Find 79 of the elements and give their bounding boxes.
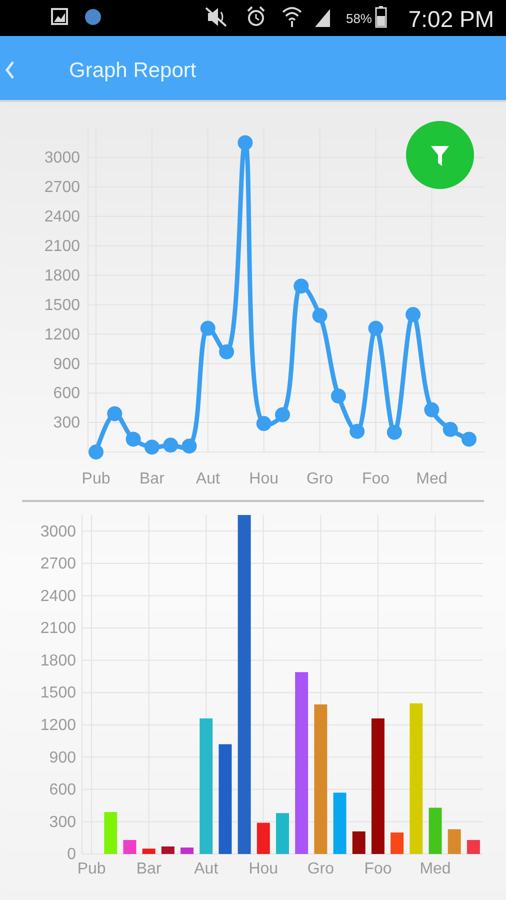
bar (256, 822, 270, 854)
y-tick-label: 2100 (44, 238, 80, 255)
bar (352, 831, 366, 854)
x-tick-label: Foo (364, 860, 392, 878)
bar (123, 840, 136, 854)
bar (371, 718, 384, 854)
y-tick-label: 1200 (44, 326, 80, 344)
y-tick-label: 900 (53, 356, 80, 373)
x-tick-label: Aut (196, 470, 220, 488)
bar (218, 744, 232, 854)
y-tick-label: 1200 (40, 716, 76, 734)
point (144, 440, 160, 455)
bar (200, 718, 213, 854)
y-tick-label: 2100 (40, 620, 76, 638)
y-tick-label: 900 (49, 749, 76, 766)
y-tick-label: 1800 (40, 652, 76, 670)
bar (333, 792, 346, 854)
point (350, 424, 365, 439)
y-tick-label: 1500 (40, 684, 76, 702)
bar (104, 812, 118, 854)
point (256, 416, 272, 432)
y-tick-label: 2400 (40, 588, 76, 605)
point (368, 320, 384, 336)
y-tick-label: 300 (49, 814, 76, 831)
x-tick-label: Bar (139, 470, 166, 488)
point (406, 307, 421, 322)
point (442, 422, 458, 437)
x-tick-label: Pub (82, 470, 110, 488)
point (238, 135, 253, 150)
y-tick-label: 600 (53, 385, 80, 402)
x-tick-label: Hou (249, 470, 279, 488)
x-tick-label: Foo (362, 470, 390, 488)
y-tick-label: 0 (67, 846, 76, 864)
bar (142, 848, 156, 854)
point (330, 388, 346, 404)
text: 7:02 PM (408, 6, 494, 32)
x-tick-label: Med (420, 860, 451, 878)
x-tick-label: Gro (307, 860, 334, 878)
x-tick-label: Gro (306, 470, 334, 488)
y-tick-label: 3000 (44, 150, 80, 167)
bar (466, 840, 480, 854)
point (200, 320, 216, 336)
x-tick-label: Bar (136, 860, 162, 878)
text: 58% (346, 11, 372, 26)
point (182, 438, 197, 454)
bar (295, 672, 308, 854)
point (386, 424, 402, 440)
bar (428, 808, 442, 854)
point (294, 278, 309, 294)
point (126, 432, 141, 447)
point (219, 344, 234, 360)
bar (276, 813, 289, 854)
point (462, 432, 476, 447)
bar (180, 848, 194, 854)
x-tick-label: Aut (194, 860, 219, 878)
bar (390, 832, 404, 854)
bar (238, 515, 251, 854)
bar (410, 703, 423, 854)
y-tick-label: 3000 (40, 523, 76, 540)
point (312, 308, 328, 324)
y-tick-label: 2700 (44, 179, 80, 196)
y-tick-label: 1500 (44, 296, 80, 314)
x-tick-label: Med (416, 470, 448, 488)
point (88, 444, 104, 460)
bar (314, 704, 328, 854)
point (107, 406, 122, 422)
point (275, 407, 290, 422)
bar (448, 829, 461, 854)
y-tick-label: 2700 (40, 556, 76, 573)
x-tick-label: Pub (77, 860, 106, 878)
x-tick-label: Hou (248, 860, 278, 878)
bar (161, 846, 174, 854)
y-tick-label: 300 (53, 414, 80, 432)
y-tick-label: 600 (49, 782, 76, 799)
y-tick-label: 2400 (44, 208, 80, 226)
point (163, 438, 178, 453)
chart-title: Graph Report (69, 59, 196, 82)
point (424, 402, 440, 418)
y-tick-label: 1800 (44, 267, 80, 284)
